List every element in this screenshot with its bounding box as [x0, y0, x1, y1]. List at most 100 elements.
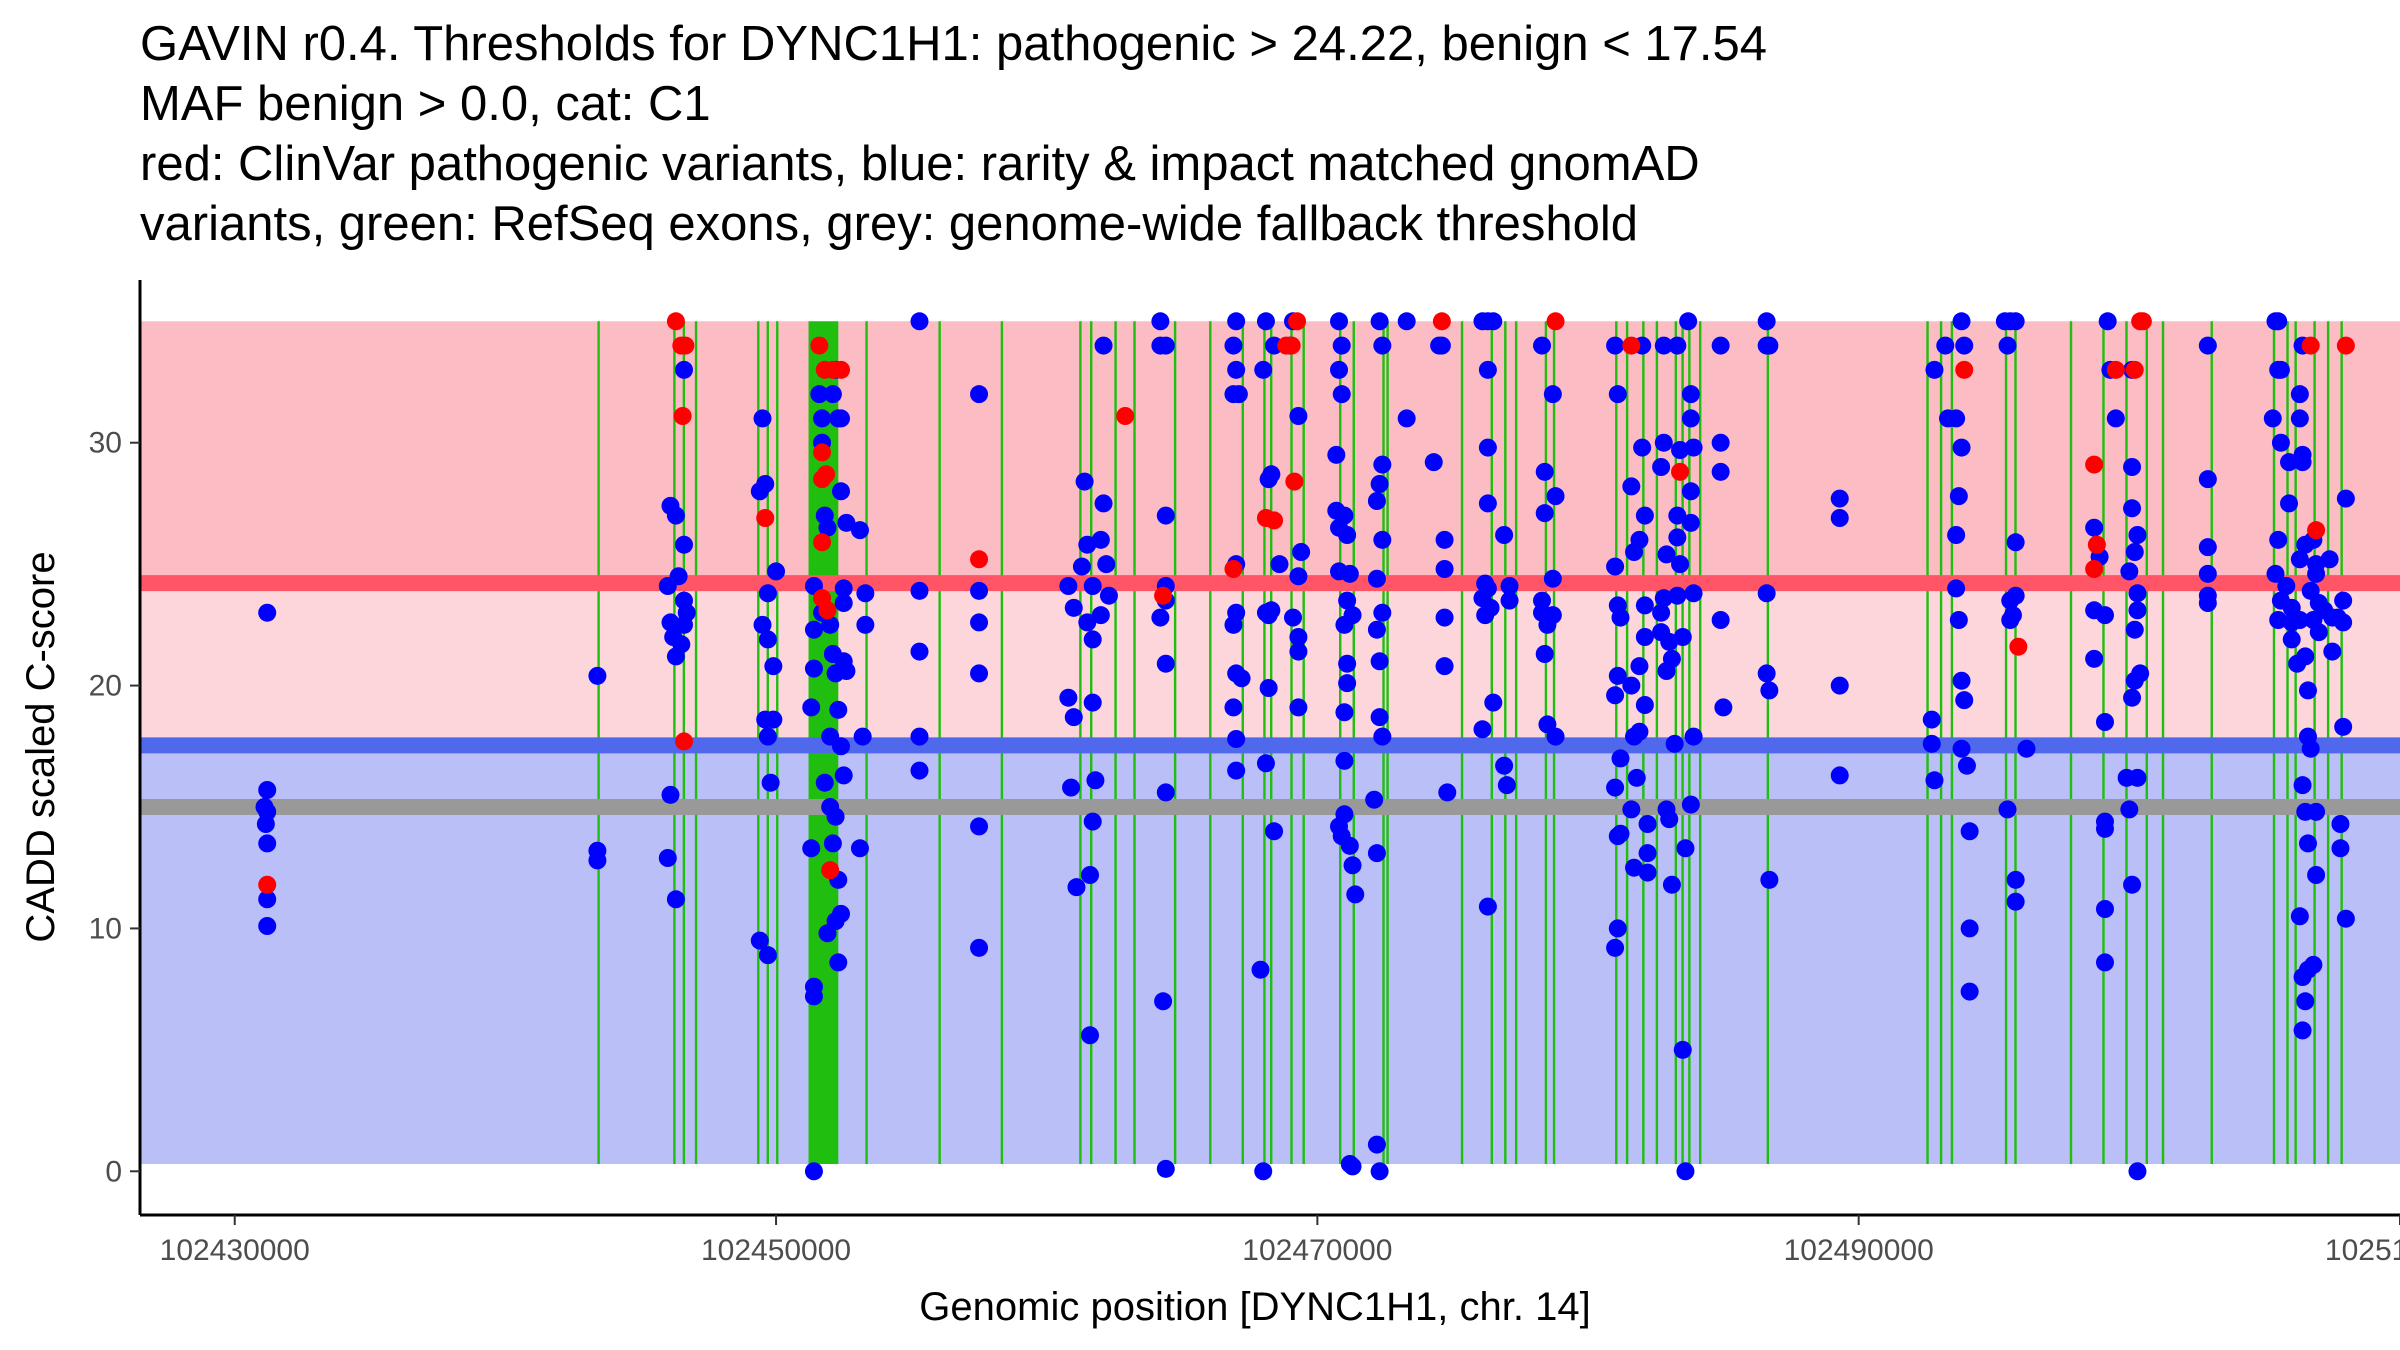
benign-point	[258, 917, 277, 935]
y-tick-label: 30	[89, 427, 122, 460]
pathogenic-point	[2009, 637, 2028, 656]
benign-point	[1608, 385, 1627, 404]
benign-point	[1432, 336, 1451, 355]
benign-point	[658, 849, 677, 867]
benign-point	[2271, 433, 2290, 452]
benign-point	[1151, 608, 1170, 627]
benign-point	[1335, 506, 1354, 525]
benign-point	[1083, 693, 1102, 712]
benign-point	[1676, 1162, 1695, 1181]
benign-point	[2120, 562, 2139, 581]
benign-point	[2198, 470, 2217, 489]
benign-point	[1925, 360, 1944, 379]
benign-point	[1671, 441, 1690, 459]
benign-points	[255, 312, 2355, 1181]
benign-point	[2125, 543, 2144, 561]
benign-point	[1335, 703, 1354, 722]
benign-point	[1435, 608, 1454, 627]
benign-point	[1673, 1040, 1692, 1059]
benign-point	[1156, 783, 1175, 802]
benign-point	[2277, 577, 2296, 595]
benign-point	[2323, 642, 2342, 661]
benign-point	[764, 710, 783, 729]
benign-point	[2304, 955, 2323, 974]
benign-point	[758, 727, 777, 746]
pathogenic-point	[817, 465, 836, 484]
benign-point	[1535, 645, 1554, 663]
benign-point	[1256, 754, 1275, 773]
benign-point	[1638, 844, 1657, 863]
benign-point	[2266, 564, 2285, 583]
benign-point	[837, 513, 856, 532]
benign-point	[2290, 385, 2309, 404]
benign-point	[2334, 717, 2353, 736]
benign-point	[1922, 710, 1941, 729]
benign-point	[1925, 771, 1944, 790]
benign-point	[2307, 564, 2326, 583]
benign-point	[2290, 611, 2309, 629]
benign-point	[823, 385, 842, 404]
benign-point	[588, 851, 607, 870]
benign-point	[1224, 336, 1243, 355]
benign-point	[1830, 509, 1849, 527]
y-ticks: 0 10 20 30	[89, 427, 140, 1188]
benign-point	[1156, 336, 1175, 355]
x-tick-label: 102510000	[2325, 1234, 2400, 1267]
benign-point	[2095, 606, 2114, 625]
benign-point	[1343, 1157, 1362, 1176]
benign-point	[1064, 598, 1083, 617]
pathogenic-point	[1288, 312, 1307, 331]
benign-point	[1546, 487, 1565, 506]
benign-point	[1657, 545, 1676, 564]
benign-point	[2331, 839, 2350, 858]
benign-point	[1227, 312, 1246, 331]
pathogenic-point	[676, 336, 695, 355]
pathogenic-point	[1622, 336, 1641, 355]
benign-point	[1059, 688, 1078, 707]
benign-point	[1936, 336, 1955, 355]
pathogenic-point	[756, 509, 775, 527]
benign-point	[1481, 598, 1500, 617]
benign-point	[2098, 312, 2117, 331]
benign-point	[1338, 591, 1357, 610]
benign-point	[1625, 858, 1644, 877]
benign-point	[910, 727, 929, 746]
benign-point	[1365, 790, 1384, 809]
benign-point	[1478, 897, 1497, 916]
benign-point	[829, 953, 848, 972]
benign-point	[1960, 982, 1979, 1001]
benign-point	[1078, 535, 1097, 554]
benign-point	[815, 773, 834, 792]
pathogenic-point	[1546, 312, 1565, 331]
benign-point	[1478, 494, 1497, 513]
benign-point	[2298, 681, 2317, 700]
benign-point	[1652, 458, 1671, 476]
benign-point	[1289, 407, 1308, 425]
benign-point	[1265, 822, 1284, 841]
benign-point	[1960, 822, 1979, 841]
benign-point	[1289, 698, 1308, 717]
benign-point	[750, 931, 769, 950]
benign-point	[1679, 312, 1698, 331]
benign-point	[1083, 812, 1102, 831]
benign-point	[1346, 885, 1365, 904]
benign-point	[1156, 1159, 1175, 1178]
y-tick-label: 0	[105, 1155, 122, 1188]
benign-point	[1327, 445, 1346, 464]
benign-point	[1662, 875, 1681, 894]
benign-point	[1949, 487, 1968, 506]
benign-point	[2123, 875, 2142, 894]
benign-point	[2006, 312, 2025, 331]
benign-point	[1949, 611, 1968, 629]
benign-point	[910, 312, 929, 331]
benign-point	[669, 567, 688, 586]
benign-point	[1099, 586, 1118, 605]
benign-point	[2290, 409, 2309, 428]
benign-point	[1830, 766, 1849, 785]
title-line-1: GAVIN r0.4. Thresholds for DYNC1H1: path…	[140, 17, 1768, 71]
benign-point	[1947, 526, 1966, 544]
benign-point	[1373, 455, 1392, 474]
x-tick-label: 102430000	[160, 1234, 310, 1267]
benign-point	[1760, 336, 1779, 355]
benign-point	[1497, 776, 1516, 795]
